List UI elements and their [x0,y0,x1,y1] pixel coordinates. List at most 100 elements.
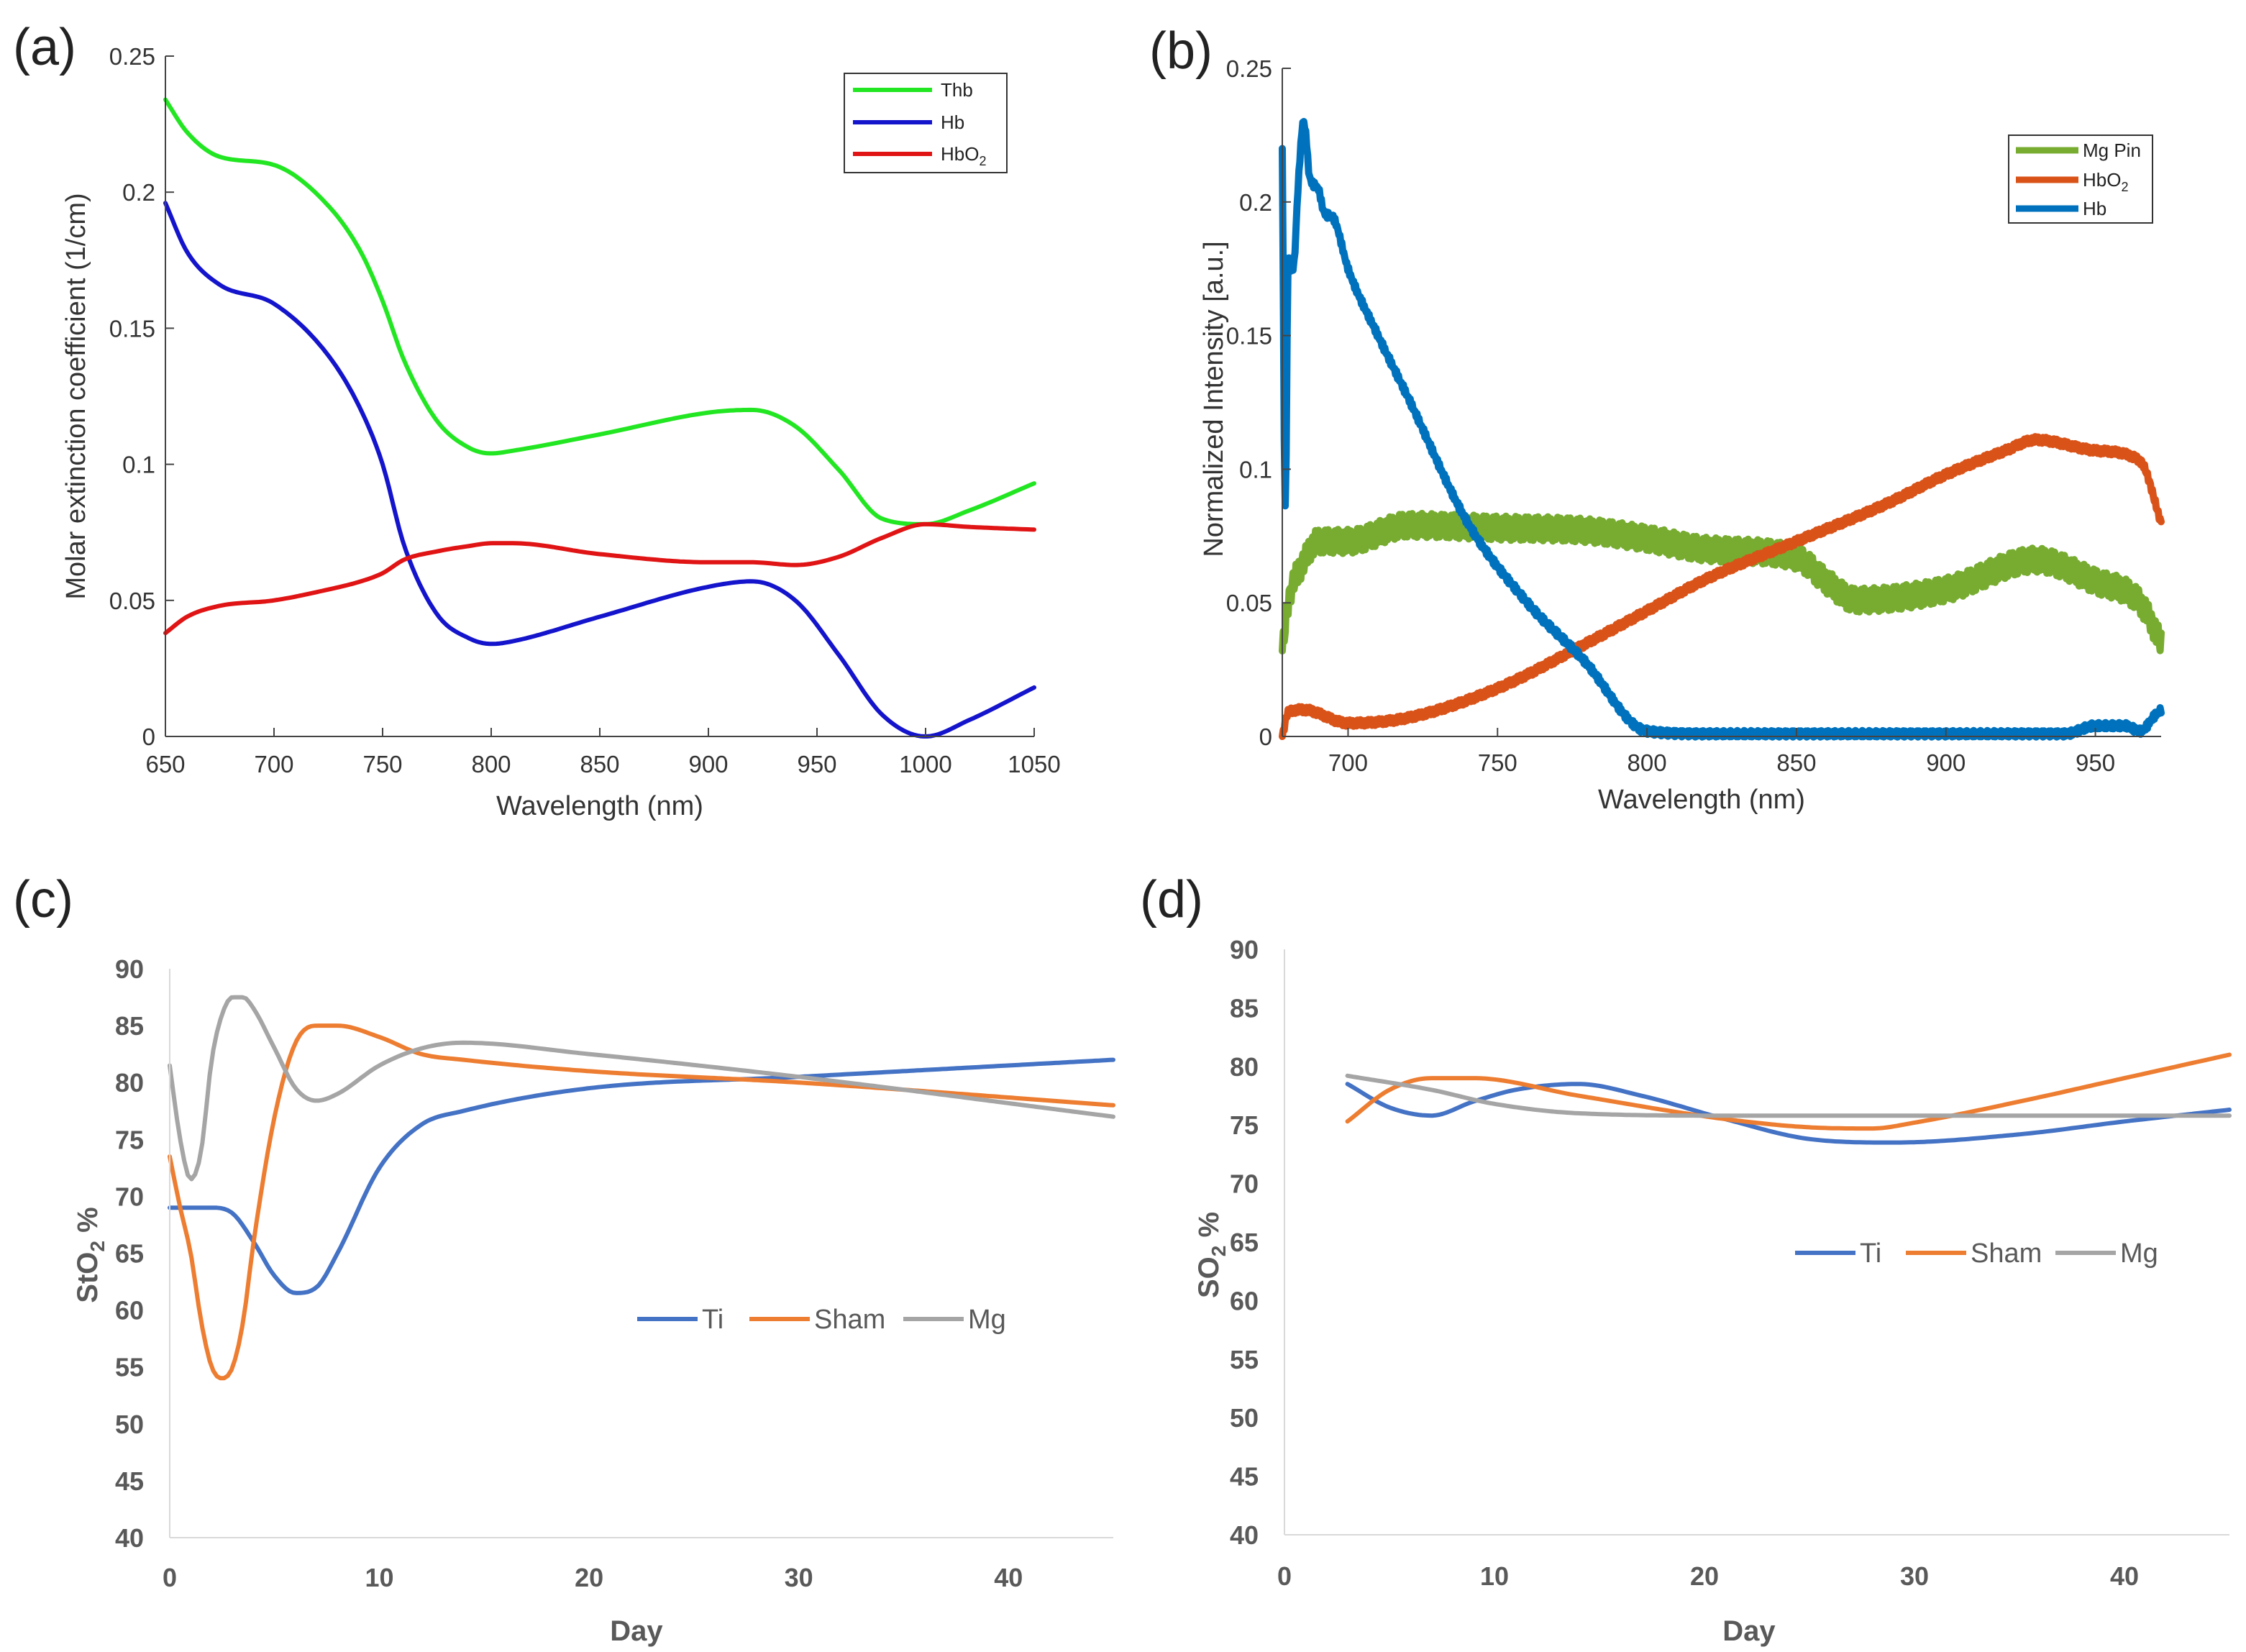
legend-label-c-mg: Mg [968,1305,1006,1335]
y-tick-label-c: 65 [115,1239,144,1269]
legend-label-a-hb: Hb [941,111,964,133]
y-tick-label-d: 75 [1230,1110,1259,1140]
series-line-c-sham [168,1023,1115,1381]
legend-label-d-sham: Sham [1971,1238,2042,1269]
y-axis-title-c-main: StO [72,1252,104,1303]
x-tick-label-d: 20 [1690,1561,1719,1591]
y-tick-label-d: 70 [1230,1169,1259,1199]
x-tick-label-a: 750 [362,751,402,777]
legend-label-a-hbo2-sub: 2 [979,154,986,168]
chart-panel-a: 0 0.05 0.1 0.15 0.2 0.25 650 700 750 800 850 900 950… [61,43,1061,821]
y-tick-label-c: 70 [115,1182,144,1211]
y-tick-label-c: 90 [115,954,144,984]
legend-label-d-mg: Mg [2120,1238,2158,1269]
x-tick-label-a: 700 [254,751,293,777]
x-tick-label-a: 650 [145,751,185,777]
chart-panel-b: 0 0.05 0.1 0.15 0.2 0.25 700 750 800 850 900 950 Wa… [1199,55,2165,815]
y-tick-label-a: 0.05 [109,588,155,614]
panel-label-d: (d) [1140,871,1203,928]
legend-c: Ti Sham Mg [637,1305,1006,1335]
y-tick-label-c: 40 [115,1523,144,1553]
x-axis-title-c: Day [610,1615,663,1647]
series-line-b-mgpin [1279,509,2165,655]
y-tick-label-d: 65 [1230,1228,1259,1257]
legend-label-c-ti: Ti [702,1305,723,1335]
panel-label-a: (a) [13,19,76,76]
y-tick-label-d: 55 [1230,1345,1259,1374]
legend-label-b-hbo2: HbO2 [2083,169,2128,194]
y-tick-label-a: 0.2 [122,179,155,206]
x-axis-title-b: Wavelength (nm) [1598,785,1805,815]
y-tick-label-b: 0.2 [1239,189,1272,216]
legend-label-a-hbo2-main: HbO [941,143,979,165]
y-tick-label-c: 80 [115,1068,144,1097]
legend-label-c-sham: Sham [814,1305,885,1335]
legend-a: Thb Hb HbO2 [844,73,1008,173]
legend-label-b-hbo2-sub: 2 [2121,180,2128,194]
x-tick-label-b: 700 [1328,749,1368,776]
y-axis-title-c-rest: % [72,1207,104,1241]
legend-b: Mg Pin HbO2 Hb [2008,134,2153,224]
legend-label-a-thb: Thb [941,79,973,101]
x-tick-label-d: 40 [2110,1561,2139,1591]
y-tick-label-c: 75 [115,1125,144,1154]
chart-panel-c: 40 45 50 55 60 65 70 75 80 85 90 0 10 20 30 40 Day StO2… [72,954,1115,1647]
legend-label-a-hbo2: HbO2 [941,143,986,168]
y-axis-title-c-sub: 2 [86,1241,109,1252]
legend-label-b-hb: Hb [2083,198,2106,219]
series-line-c-mg [168,995,1115,1182]
y-tick-label-d: 45 [1230,1462,1259,1492]
y-tick-label-c: 50 [115,1410,144,1439]
legend-label-d-ti: Ti [1860,1238,1881,1269]
y-tick-label-b: 0.1 [1239,456,1272,483]
x-tick-label-b: 750 [1478,749,1517,776]
x-tick-label-a: 1050 [1008,751,1060,777]
y-tick-label-d: 40 [1230,1520,1259,1550]
y-tick-label-c: 85 [115,1011,144,1041]
x-tick-label-c: 40 [994,1563,1023,1592]
y-tick-label-b: 0 [1259,724,1272,750]
y-axis-title-d-main: SO [1193,1256,1225,1298]
x-tick-label-b: 800 [1628,749,1667,776]
series-line-d-ti [1345,1082,2232,1145]
y-tick-label-b: 0.05 [1226,590,1272,616]
x-tick-label-b: 850 [1776,749,1816,776]
series-line-b-hb [1279,118,2165,741]
series-line-a-hbo2 [163,521,1036,636]
legend-label-b-hbo2-main: HbO [2083,169,2121,191]
x-tick-label-b: 950 [2076,749,2115,776]
x-tick-label-d: 10 [1480,1561,1509,1591]
x-tick-label-a: 950 [797,751,836,777]
y-axis-title-d-sub: 2 [1208,1246,1230,1257]
series-line-b-hbo2 [1279,433,2165,740]
y-axis-title-d: SO2 % [1193,1212,1230,1298]
x-tick-label-b: 900 [1926,749,1966,776]
y-tick-label-c: 60 [115,1296,144,1325]
y-tick-label-d: 50 [1230,1403,1259,1433]
chart-panel-d: 40 45 50 55 60 65 70 75 80 85 90 0 10 20 30 40 Day SO2 … [1193,935,2232,1647]
y-tick-label-d: 90 [1230,935,1259,964]
x-tick-label-a: 900 [688,751,728,777]
legend-d: Ti Sham Mg [1795,1238,2158,1269]
y-axis-title-c: StO2 % [72,1207,109,1302]
y-axis-title-b: Normalized Intensity [a.u.] [1199,241,1229,557]
x-tick-label-a: 1000 [899,751,951,777]
y-tick-label-d: 85 [1230,993,1259,1023]
y-tick-label-b: 0.15 [1226,323,1272,350]
legend-label-b-mgpin: Mg Pin [2083,140,2141,161]
panel-label-c: (c) [13,871,73,928]
x-tick-label-a: 800 [471,751,511,777]
series-line-c-ti [168,1057,1115,1295]
y-tick-label-d: 80 [1230,1052,1259,1082]
x-axis-title-a: Wavelength (nm) [496,791,703,821]
y-axis-title-a: Molar extinction coefficient (1/cm) [61,193,91,599]
y-axis-title-d-rest: % [1193,1212,1225,1246]
series-line-a-thb [163,97,1036,526]
y-tick-label-d: 60 [1230,1286,1259,1315]
x-tick-label-c: 30 [785,1563,813,1592]
x-tick-label-d: 0 [1277,1561,1292,1591]
y-tick-label-c: 55 [115,1353,144,1382]
x-tick-label-d: 30 [1900,1561,1929,1591]
y-tick-label-b: 0.25 [1226,55,1272,82]
